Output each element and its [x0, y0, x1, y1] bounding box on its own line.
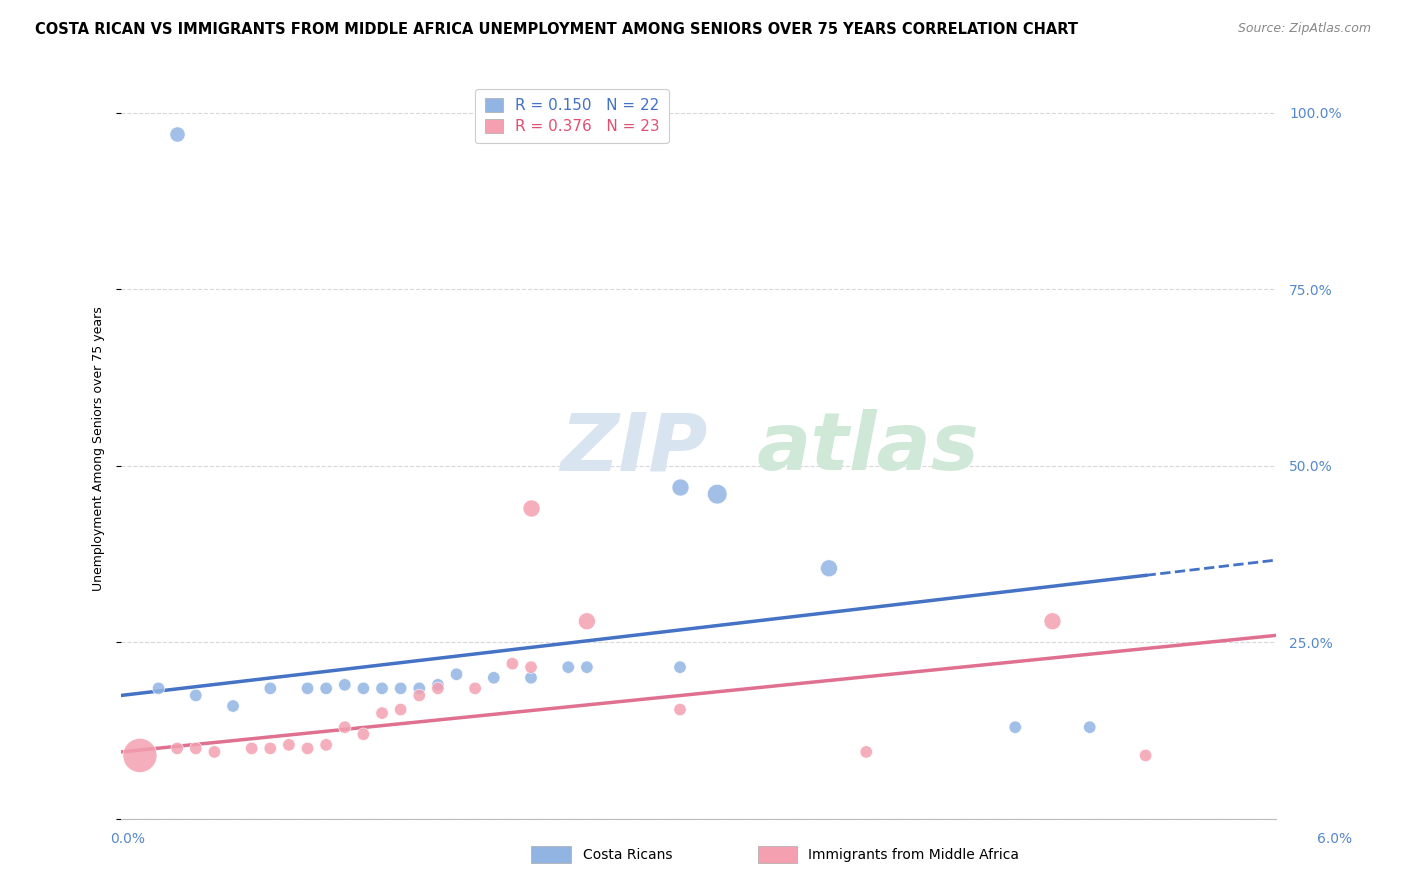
Point — [297, 741, 319, 756]
Point — [446, 667, 468, 681]
Point — [1004, 720, 1026, 734]
Point — [557, 660, 579, 674]
Point — [148, 681, 170, 696]
Text: atlas: atlas — [756, 409, 979, 487]
Point — [575, 660, 598, 674]
Point — [389, 702, 412, 716]
Point — [520, 660, 543, 674]
Point — [426, 678, 449, 692]
Point — [669, 702, 692, 716]
Text: COSTA RICAN VS IMMIGRANTS FROM MIDDLE AFRICA UNEMPLOYMENT AMONG SENIORS OVER 75 : COSTA RICAN VS IMMIGRANTS FROM MIDDLE AF… — [35, 22, 1078, 37]
Point — [389, 681, 412, 696]
Point — [315, 738, 337, 752]
Text: Immigrants from Middle Africa: Immigrants from Middle Africa — [808, 847, 1019, 862]
Point — [259, 741, 281, 756]
Point — [315, 681, 337, 696]
Point — [166, 127, 188, 141]
Text: Costa Ricans: Costa Ricans — [583, 847, 673, 862]
Text: 6.0%: 6.0% — [1317, 832, 1353, 846]
Point — [1078, 720, 1101, 734]
Point — [482, 671, 505, 685]
Point — [333, 678, 356, 692]
Point — [520, 501, 543, 516]
Point — [371, 706, 394, 720]
Point — [501, 657, 523, 671]
Point — [575, 614, 598, 628]
Point — [352, 681, 374, 696]
Point — [855, 745, 877, 759]
Point — [426, 681, 449, 696]
Point — [129, 748, 152, 763]
Text: 0.0%: 0.0% — [110, 832, 145, 846]
Point — [669, 480, 692, 494]
Point — [1042, 614, 1064, 628]
Point — [240, 741, 263, 756]
Text: Source: ZipAtlas.com: Source: ZipAtlas.com — [1237, 22, 1371, 36]
Point — [669, 660, 692, 674]
Point — [408, 681, 430, 696]
Point — [333, 720, 356, 734]
Point — [352, 727, 374, 741]
Point — [184, 689, 207, 703]
Point — [706, 487, 728, 501]
Point — [259, 681, 281, 696]
Y-axis label: Unemployment Among Seniors over 75 years: Unemployment Among Seniors over 75 years — [93, 306, 105, 591]
Point — [1135, 748, 1157, 763]
Point — [222, 698, 245, 713]
Point — [277, 738, 299, 752]
Point — [408, 689, 430, 703]
Point — [166, 741, 188, 756]
Text: ZIP: ZIP — [560, 409, 707, 487]
Point — [464, 681, 486, 696]
Point — [520, 671, 543, 685]
Point — [184, 741, 207, 756]
Point — [818, 561, 841, 575]
Point — [297, 681, 319, 696]
Point — [371, 681, 394, 696]
Legend: R = 0.150   N = 22, R = 0.376   N = 23: R = 0.150 N = 22, R = 0.376 N = 23 — [475, 89, 669, 144]
Point — [204, 745, 226, 759]
